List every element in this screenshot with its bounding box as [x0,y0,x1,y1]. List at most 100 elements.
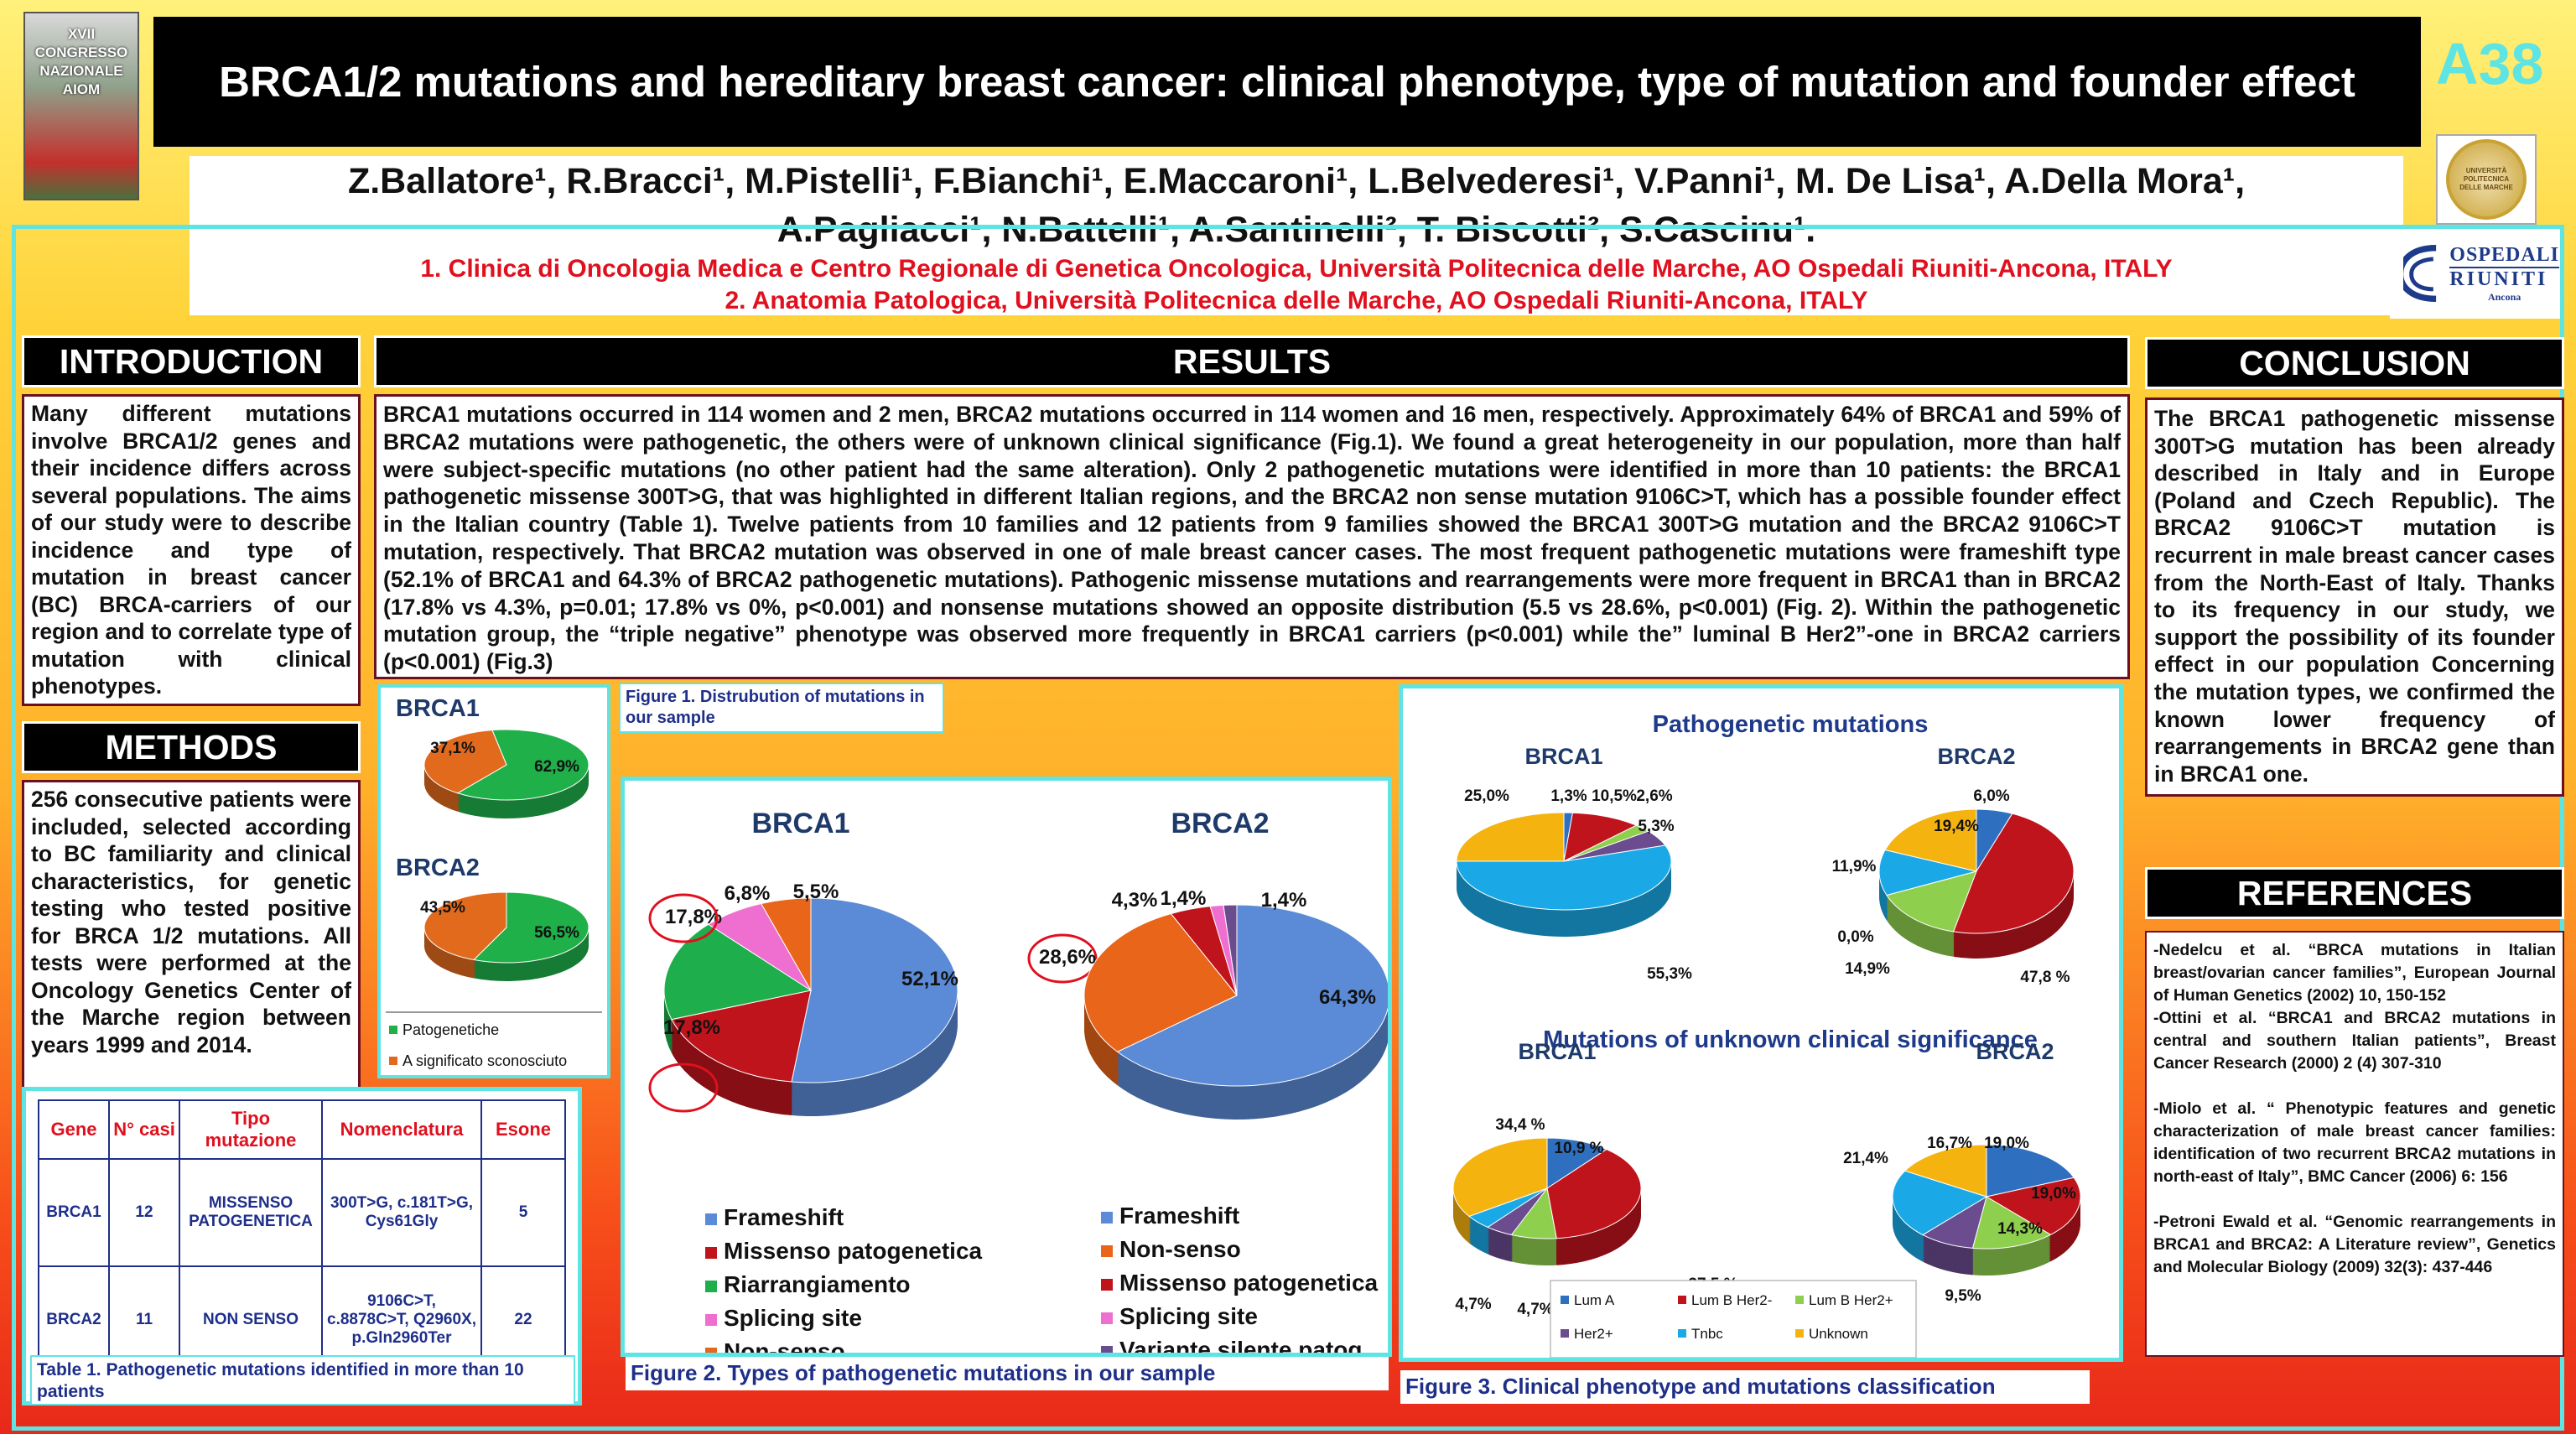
fig3-legend-item: Unknown [1809,1326,1868,1342]
highlight-circle [648,1063,719,1113]
pie-slice [1985,1177,2081,1235]
poster-code: A38 [2436,31,2544,96]
pie-data-label: 1,4% [1161,887,1207,910]
figure2-panel: BRCA1 BRCA2 52,1% 17,8% 17,8% 6,8% 5,5% 64,3… [621,777,1392,1364]
authors-block: Z.Ballatore¹, R.Bracci¹, M.Pistelli¹, F.… [190,156,2403,315]
legend-swatch [705,1213,717,1225]
pie-data-label: 19,4% [1934,818,1979,835]
pie-slice [760,897,812,992]
university-seal: UNIVERSITÀ POLITECNICA DELLE MARCHE [2436,134,2537,225]
table-cell: BRCA1 [38,1158,110,1267]
pie-data-label: 17,8% [665,906,722,928]
pie-data-label: 2,6% [1636,787,1672,805]
pie-data-label: 1,4% [1261,889,1307,912]
fig2-title-2: BRCA2 [1171,808,1269,839]
pie-slice [671,990,812,1083]
pie-slice [1971,1196,2052,1250]
fig3-title-4: BRCA2 [1976,1039,2054,1064]
fig3-legend-item: Lum A [1574,1292,1615,1308]
legend-swatch [1561,1329,1569,1338]
table1-header: Esone [480,1099,566,1160]
pie-data-label: 47,8 % [2020,969,2070,986]
pie-data-label: 21,4% [1843,1150,1888,1167]
fig3-legend-item: Lum B Her2- [1691,1292,1772,1308]
authors-line-1: Z.Ballatore¹, R.Bracci¹, M.Pistelli¹, F.… [347,161,2246,201]
fig3-legend-item: Lum B Her2+ [1809,1292,1893,1308]
pie-data-label: 5,3% [1638,818,1674,835]
hospital-logo: OSPEDALI RIUNITI Ancona [2390,228,2564,319]
table1-header: Gene [38,1099,110,1160]
pie-data-label: 62,9% [534,758,579,776]
pie-slice [1884,808,1977,872]
pie-data-label: 28,6% [1039,946,1096,969]
table1: Gene N° casi Tipo mutazione Nomenclatura… [38,1099,566,1374]
pie-data-label: 19,0% [2031,1185,2076,1203]
pie-data-label: 0,0% [1837,928,1873,946]
legend-swatch [705,1247,717,1259]
pie-data-label: 4,7% [1455,1296,1491,1313]
pie-data-label: 17,8% [663,1016,720,1039]
pie-slice [456,729,589,801]
figure3-panel: Pathogenetic mutations BRCA1 BRCA2 1,3% 1… [1399,684,2123,1362]
pie-slice [1546,1148,1642,1239]
legend-swatch [1795,1296,1804,1304]
fig3-title-3: BRCA1 [1518,1039,1596,1064]
pie-slice [1886,870,1977,933]
hospital-logo-line1: OSPEDALI [2449,244,2559,268]
pie-data-label: 4,7% [1517,1301,1553,1318]
fig3-legend-item: Her2+ [1574,1326,1613,1342]
hospital-logo-line3: Ancona [2487,290,2521,303]
figure1-caption: Figure 1. Distrubution of mutations in o… [619,683,944,733]
pie-slice [1903,1144,1987,1198]
fig1-title-1: BRCA1 [396,695,480,722]
methods-text: 256 consecutive patients were included, … [22,780,361,1092]
legend-swatch [1795,1329,1804,1338]
pie-data-label: 4,3% [1112,889,1158,912]
pie-data-label: 10,5% [1592,787,1637,805]
pie-slice [423,891,507,961]
pie-slice [1452,1137,1548,1217]
fig2-title-1: BRCA1 [751,808,849,839]
methods-heading: METHODS [22,721,361,773]
legend-swatch [1678,1329,1686,1338]
fig3-legend-item: Tnbc [1691,1326,1723,1342]
pie-slice [1878,849,1977,896]
fig2-legend-a: Riarrangiamento [724,1271,911,1297]
references-list: -Nedelcu et al. “BRCA mutations in Itali… [2145,931,2564,1357]
table1-caption: Table 1. Pathogenetic mutations identifi… [30,1355,575,1405]
pie-data-label: 64,3% [1319,986,1376,1009]
pie-data-label: 52,1% [901,968,958,990]
figure1-panel: BRCA1 62,9% 37,1% BRCA2 56,5% 43,5% Patoge… [377,684,610,1078]
pie-data-label: 14,9% [1845,960,1890,978]
figure2-caption: Figure 2. Types of pathogenetic mutation… [626,1357,1389,1390]
table-cell: 300T>G, c.181T>G, Cys61Gly [321,1158,482,1267]
pie-data-label: 55,3% [1647,965,1692,983]
conclusion-heading: CONCLUSION [2145,337,2564,389]
affiliation-1: 1. Clinica di Oncologia Medica e Centro … [420,255,2173,283]
pie-slice [473,891,589,964]
pie-data-label: 16,7% [1927,1135,1972,1152]
fig2-legend-b: Frameshift [1119,1203,1239,1229]
table-row: BRCA1 12 MISSENSO PATOGENETICA 300T>G, c… [38,1158,566,1267]
figure2-chart: BRCA1 BRCA2 52,1%17,8%17,8%6,8% 5,5% 64,3… [648,808,1390,1364]
table1-header: N° casi [108,1099,180,1160]
pie-slice [1952,813,2075,934]
pie-data-label: 1,3% [1550,787,1587,805]
affiliation-2: 2. Anatomia Patologica, Università Polit… [724,287,1868,314]
pie-data-label: 43,5% [420,899,465,917]
results-heading: RESULTS [374,335,2130,387]
reference-item: -Petroni Ewald et al. “Genomic rearrange… [2153,1213,2556,1276]
fig2-legend-a: Splicing site [724,1305,862,1331]
authors-line-2: A.Pagliacci¹, N.Battelli¹, A.Santinelli²… [776,210,1816,250]
legend-swatch [1561,1296,1569,1304]
results-text: BRCA1 mutations occurred in 114 women an… [374,394,2130,679]
fig2-legend-b: Non-senso [1119,1236,1241,1262]
pie-data-label: 25,0% [1464,787,1509,805]
reference-item: -Miolo et al. “ Phenotypic features and … [2153,1099,2556,1186]
introduction-text: Many different mutations involve BRCA1/2… [22,394,361,706]
pie-slice [423,730,507,794]
table-cell: MISSENSO PATOGENETICA [179,1158,323,1267]
pie-data-label: 56,5% [534,924,579,942]
legend-swatch [1101,1212,1113,1224]
pie-slice [1986,1144,2075,1198]
